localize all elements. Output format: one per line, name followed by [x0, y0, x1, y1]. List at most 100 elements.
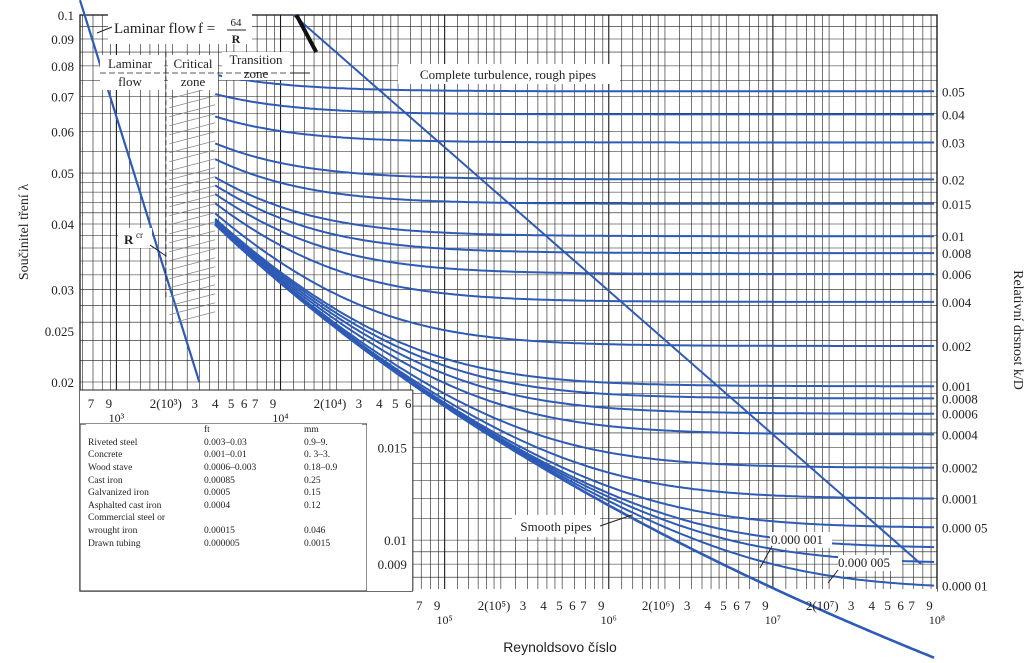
critical-zone-hatch: [169, 239, 216, 253]
roughness-label: 0.05: [942, 84, 965, 99]
x-tick-label: 2(10⁴): [314, 396, 347, 411]
y-tick-label: 0.01: [384, 533, 407, 548]
x-tick-label: 7: [744, 598, 751, 613]
table-cell: 0.0006–0.003: [204, 463, 257, 474]
x-decade-label: 10⁸: [929, 613, 945, 627]
x-tick-label: 9: [598, 598, 605, 613]
y-tick-label: 0.03: [51, 283, 74, 298]
roughness-label: 0.015: [942, 197, 971, 212]
y-tick-label: 0.009: [378, 557, 407, 572]
y-tick-label: 0.07: [51, 89, 74, 104]
x-tick-label: 7: [908, 598, 915, 613]
table-header-cell: mm: [304, 425, 319, 436]
x-tick-label: 4: [540, 598, 547, 613]
roughness-label: 0.0004: [942, 427, 978, 442]
roughness-curve: [214, 222, 935, 469]
critical-zone-hatch: [169, 176, 216, 190]
transition-boundary-segment: [294, 14, 318, 54]
table-cell: [302, 512, 362, 525]
zone-laminar-bg: [100, 55, 164, 90]
x-tick-label: 9: [926, 598, 933, 613]
critical-zone-hatch: [169, 293, 216, 307]
x-tick-label: 6: [241, 396, 248, 411]
table-cell: 0.00015: [204, 526, 235, 537]
table-cell: 0.15: [304, 488, 321, 499]
table-cell: Commercial steel or: [88, 513, 166, 524]
laminar-label-bg: [108, 14, 252, 44]
x-decade-label: 10⁷: [765, 613, 781, 627]
critical-zone-hatch: [169, 158, 216, 172]
critical-zone-hatch: [169, 230, 216, 244]
x-tick-label: 3: [684, 598, 691, 613]
table-row: wrought iron 0.00015 0.046: [86, 525, 362, 538]
chart-annotations: Laminar flow f = 64RLaminarflowCriticalzon…: [96, 14, 902, 584]
x-tick-label: 5: [228, 396, 235, 411]
critical-zone-hatch: [169, 302, 216, 316]
table-header-row: ft mm: [86, 424, 362, 437]
roughness-label: 0.0001: [942, 492, 978, 507]
zone-transition-bg: [222, 52, 290, 80]
zone-transition-label: zone: [244, 66, 269, 81]
x-tick-label: 2(10⁵): [478, 598, 511, 613]
roughness-curve: [214, 73, 935, 93]
critical-zone-hatch: [169, 248, 216, 262]
y-tick-label: 0.05: [51, 166, 74, 181]
x-tick-label: 7: [252, 396, 259, 411]
table-header-cell: ft: [204, 425, 210, 436]
x-tick-label: 6: [569, 598, 576, 613]
laminar-flow-line: [78, 0, 201, 383]
upper-x-band: [80, 390, 413, 425]
roughness-label: 0.02: [942, 172, 965, 187]
roughness-curve: [214, 176, 935, 238]
table-row: Riveted steel 0.003–0.03 0.9–9.: [86, 437, 362, 450]
axis-ticks: 0.10.090.080.070.060.050.040.030.0250.02…: [45, 8, 988, 627]
table-header-cell: [86, 424, 202, 437]
arrow-0000005: [827, 569, 839, 584]
critical-zone-hatch: [169, 131, 216, 145]
x-tick-label: 4: [868, 598, 875, 613]
label-0000005-bg: [838, 555, 902, 571]
critical-zone-hatch: [169, 311, 216, 325]
zone-critical-label: zone: [181, 74, 206, 89]
table-cell: 0.12: [304, 500, 321, 511]
x-tick-label: 9: [106, 396, 113, 411]
roughness-curve: [214, 219, 935, 400]
x-decade-label: 10⁵: [437, 613, 453, 627]
x-tick-label: 3: [848, 598, 855, 613]
roughness-label: 0.008: [942, 246, 971, 261]
critical-zone-hatch: [169, 167, 216, 181]
table-row: Cast iron 0.00085 0.25: [86, 474, 362, 487]
x-tick-label: 2(10⁷): [806, 598, 839, 613]
roughness-curve: [214, 202, 935, 303]
table-cell: Cast iron: [88, 475, 123, 486]
table-row: Commercial steel or: [86, 512, 362, 525]
x-tick-label: 6: [405, 396, 412, 411]
roughness-curve: [214, 212, 935, 347]
x-tick-label: 7: [416, 598, 423, 613]
table-cell: [202, 512, 302, 525]
critical-zone-hatch: [169, 284, 216, 298]
table-cell: 0. 3–3.: [304, 450, 331, 461]
roughness-label: 0.002: [942, 339, 971, 354]
table-cell: wrought iron: [88, 526, 138, 537]
critical-zone-hatch: [169, 149, 216, 163]
lower-y-band: [367, 390, 413, 591]
x-tick-label: 3: [520, 598, 527, 613]
x-tick-label: 5: [720, 598, 727, 613]
roughness-label: 0.006: [942, 267, 972, 282]
roughness-label: 0.0008: [942, 391, 978, 406]
zone-critical-label: Critical: [174, 56, 213, 71]
critical-zone-hatch: [169, 113, 216, 127]
critical-zone-hatch: [169, 122, 216, 136]
table-cell: 0.0004: [204, 500, 231, 511]
critical-zone-hatch: [169, 275, 216, 289]
rcr-superscript: cr: [136, 230, 143, 240]
roughness-label: 0.0006: [942, 407, 978, 422]
table-row: Asphalted cast iron 0.0004 0.12: [86, 500, 362, 513]
critical-zone-hatch: [169, 221, 216, 235]
formula-numerator: 64: [231, 17, 243, 29]
roughness-table: ft mm Riveted steel 0.003–0.03 0.9–9. Concret…: [86, 424, 362, 550]
roughness-label-0000001: 0.000 001: [771, 532, 823, 547]
roughness-curve: [214, 193, 935, 275]
x-tick-label: 9: [762, 598, 769, 613]
